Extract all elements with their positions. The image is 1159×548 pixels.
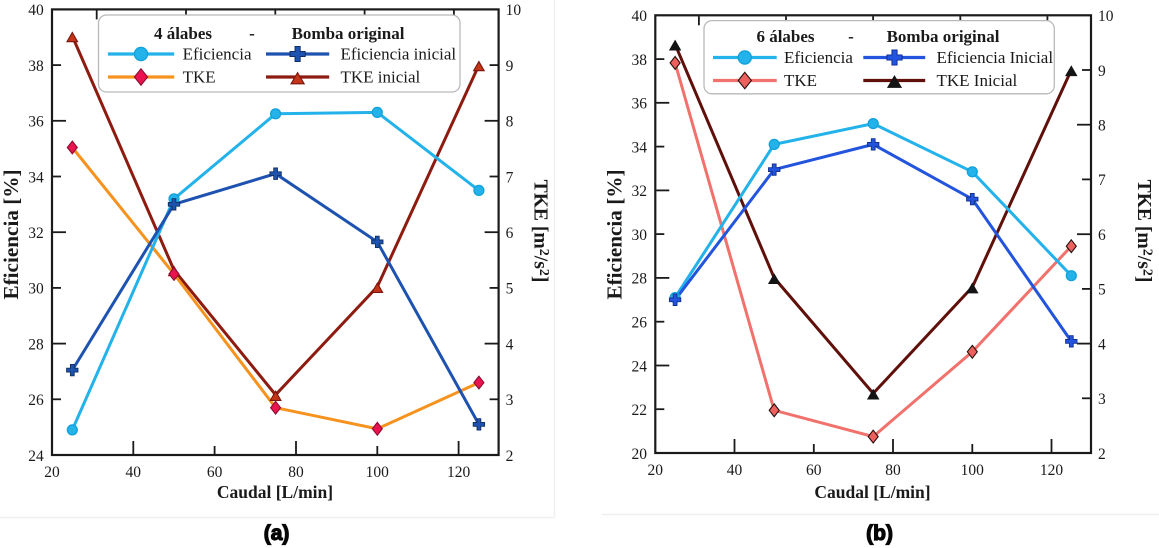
svg-text:40: 40 [727, 462, 743, 479]
svg-text:(a): (a) [264, 522, 290, 545]
svg-text:120: 120 [447, 464, 471, 481]
svg-text:TKE: TKE [784, 71, 817, 90]
svg-text:28: 28 [632, 271, 648, 288]
svg-text:30: 30 [632, 227, 648, 244]
svg-text:40: 40 [28, 2, 44, 19]
svg-text:10: 10 [1098, 8, 1114, 25]
svg-text:9: 9 [506, 58, 514, 75]
svg-text:36: 36 [632, 96, 648, 113]
svg-text:-: - [249, 24, 255, 43]
svg-text:5: 5 [506, 281, 514, 298]
svg-text:3: 3 [1098, 391, 1106, 408]
svg-text:8: 8 [506, 114, 514, 131]
svg-text:38: 38 [28, 58, 44, 75]
svg-text:Caudal [L/min]: Caudal [L/min] [814, 482, 930, 502]
svg-text:26: 26 [28, 392, 44, 409]
svg-text:TKE [m2/s2]: TKE [m2/s2] [1133, 180, 1155, 283]
svg-text:32: 32 [28, 225, 44, 242]
svg-text:28: 28 [28, 336, 44, 353]
svg-text:8: 8 [1098, 117, 1106, 134]
svg-text:60: 60 [806, 462, 822, 479]
svg-text:4: 4 [506, 336, 514, 353]
svg-text:80: 80 [885, 462, 901, 479]
svg-text:40: 40 [632, 8, 648, 25]
svg-text:Eficiencia: Eficiencia [784, 48, 853, 67]
svg-text:36: 36 [28, 114, 44, 131]
svg-text:Eficiencia [%]: Eficiencia [%] [602, 169, 626, 299]
svg-text:3: 3 [506, 392, 514, 409]
svg-text:20: 20 [44, 464, 60, 481]
svg-text:22: 22 [632, 402, 648, 419]
svg-text:6: 6 [1098, 227, 1106, 244]
svg-text:Eficiencia [%]: Eficiencia [%] [0, 169, 23, 299]
svg-text:26: 26 [632, 314, 648, 331]
svg-text:(b): (b) [866, 522, 893, 545]
svg-text:TKE Inicial: TKE Inicial [937, 71, 1018, 90]
svg-text:2: 2 [506, 448, 514, 465]
svg-text:38: 38 [632, 52, 648, 69]
svg-text:7: 7 [506, 169, 514, 186]
svg-text:Eficiencia: Eficiencia [183, 45, 252, 64]
svg-text:24: 24 [28, 448, 44, 465]
svg-text:30: 30 [28, 281, 44, 298]
svg-text:7: 7 [1098, 172, 1106, 189]
svg-text:4 álabes: 4 álabes [154, 24, 212, 43]
svg-text:TKE [m2/s2]: TKE [m2/s2] [530, 180, 552, 283]
svg-text:80: 80 [288, 464, 304, 481]
svg-text:34: 34 [632, 139, 648, 156]
svg-text:Caudal [L/min]: Caudal [L/min] [217, 482, 333, 502]
svg-text:60: 60 [207, 464, 223, 481]
svg-text:6: 6 [506, 225, 514, 242]
svg-text:120: 120 [1040, 462, 1064, 479]
svg-text:6 álabes: 6 álabes [756, 27, 814, 46]
svg-text:2: 2 [1098, 446, 1106, 463]
svg-text:100: 100 [366, 464, 390, 481]
svg-text:34: 34 [28, 169, 44, 186]
svg-text:TKE: TKE [183, 68, 216, 87]
svg-text:10: 10 [506, 2, 522, 19]
svg-text:20: 20 [632, 446, 648, 463]
svg-text:Bomba original: Bomba original [887, 27, 1000, 46]
svg-text:100: 100 [961, 462, 985, 479]
svg-text:24: 24 [632, 358, 648, 375]
svg-text:Eficiencia inicial: Eficiencia inicial [341, 45, 457, 64]
svg-text:20: 20 [648, 462, 664, 479]
svg-text:Eficiencia Inicial: Eficiencia Inicial [937, 48, 1054, 67]
svg-text:-: - [848, 27, 854, 46]
svg-text:40: 40 [126, 464, 142, 481]
svg-text:4: 4 [1098, 336, 1106, 353]
svg-text:5: 5 [1098, 282, 1106, 299]
svg-text:9: 9 [1098, 63, 1106, 80]
svg-text:TKE inicial: TKE inicial [341, 68, 421, 87]
svg-text:32: 32 [632, 183, 648, 200]
svg-text:Bomba original: Bomba original [292, 24, 405, 43]
